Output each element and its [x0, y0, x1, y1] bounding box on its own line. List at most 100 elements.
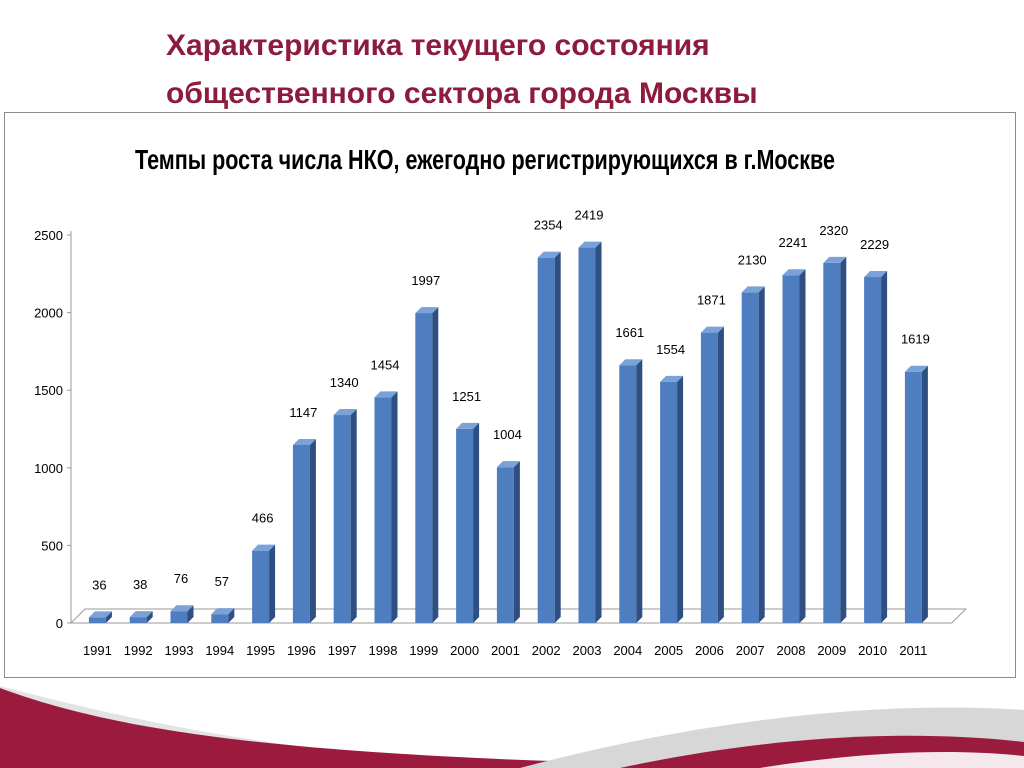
- slide-title: Характеристика текущего состояния общест…: [166, 22, 986, 118]
- bar-top: [619, 359, 643, 366]
- bar-2008: [782, 269, 806, 623]
- bar-side: [921, 365, 928, 623]
- bar-front: [578, 247, 596, 623]
- bar-side: [636, 359, 643, 623]
- data-label-2003: 2419: [575, 208, 604, 223]
- bar-side: [309, 438, 316, 623]
- bar-side: [105, 611, 112, 623]
- chart-frame: Темпы роста числа НКО, ежегодно регистри…: [4, 112, 1016, 678]
- bar-2004: [619, 359, 643, 623]
- bar-2000: [456, 422, 480, 623]
- bar-top: [904, 365, 928, 372]
- bar-side: [799, 269, 806, 623]
- data-label-2009: 2320: [819, 223, 848, 238]
- x-tick-label-1999: 1999: [409, 643, 438, 658]
- bar-side: [881, 271, 888, 623]
- bar-2011: [904, 365, 928, 623]
- data-label-2010: 2229: [860, 237, 889, 252]
- bar-front: [88, 617, 106, 623]
- bar-front: [700, 332, 718, 623]
- x-tick-label-2011: 2011: [899, 643, 927, 658]
- bar-top: [864, 271, 888, 278]
- y-tick-label: 2500: [34, 228, 63, 243]
- data-label-2011: 1619: [901, 332, 930, 347]
- data-label-1994: 57: [215, 574, 229, 589]
- bar-1992: [129, 611, 153, 623]
- bar-front: [252, 550, 270, 623]
- x-tick-label-2010: 2010: [858, 643, 887, 658]
- bar-front: [129, 617, 147, 623]
- bar-1993: [170, 605, 194, 623]
- x-tick-label-2008: 2008: [777, 643, 806, 658]
- bar-front: [292, 444, 310, 623]
- bar-side: [513, 461, 520, 623]
- bar-side: [717, 326, 724, 623]
- bar-side: [677, 375, 684, 623]
- bar-side: [758, 286, 765, 623]
- bar-front: [415, 313, 433, 623]
- data-label-1992: 38: [133, 577, 147, 592]
- bar-side: [554, 251, 561, 624]
- bar-2010: [864, 271, 888, 623]
- data-label-2007: 2130: [738, 252, 767, 267]
- x-tick-label-1995: 1995: [246, 643, 275, 658]
- bar-side: [146, 611, 153, 623]
- bar-top: [170, 605, 194, 612]
- y-tick-label: 0: [56, 616, 63, 631]
- x-tick-label-2007: 2007: [736, 643, 765, 658]
- bar-side: [228, 608, 235, 623]
- bar-front: [660, 381, 678, 623]
- data-label-1993: 76: [174, 571, 188, 586]
- chart-x-tick-labels: 1991 1992 1993 1994 1995 1996 1997 1998 1999 2000…: [83, 643, 927, 658]
- bar-1996: [292, 438, 316, 623]
- x-tick-label-2000: 2000: [450, 643, 479, 658]
- data-label-2001: 1004: [493, 427, 522, 442]
- bar-side: [350, 409, 357, 623]
- x-tick-label-1992: 1992: [124, 643, 153, 658]
- bar-top: [292, 438, 316, 445]
- bar-top: [374, 391, 398, 398]
- y-tick-label: 2000: [34, 306, 63, 321]
- chart-data-labels: 36 38 76 57 466 1147 1340 1454 1997 1251 1004 2354 2…: [92, 208, 930, 593]
- bar-front: [864, 277, 882, 623]
- bar-top: [741, 286, 765, 293]
- bar-top: [129, 611, 153, 618]
- x-tick-label-1998: 1998: [369, 643, 398, 658]
- chart-bars: [88, 241, 928, 624]
- bar-side: [269, 544, 276, 623]
- bar-front: [904, 371, 922, 623]
- x-tick-label-2003: 2003: [573, 643, 602, 658]
- bar-2002: [537, 251, 561, 624]
- bar-1991: [88, 611, 112, 623]
- bar-top: [496, 461, 520, 468]
- bar-front: [211, 614, 229, 623]
- bar-top: [700, 326, 724, 333]
- bar-front: [496, 467, 514, 623]
- bar-side: [473, 422, 480, 623]
- x-tick-label-2005: 2005: [654, 643, 683, 658]
- bar-front: [619, 365, 637, 623]
- bar-side: [595, 241, 602, 623]
- bar-chart: Темпы роста числа НКО, ежегодно регистри…: [34, 144, 968, 658]
- bar-side: [187, 605, 194, 623]
- bar-top: [823, 256, 847, 263]
- data-label-1999: 1997: [411, 273, 440, 288]
- chart-y-tick-labels: 0 500 1000 1500 2000 2500: [34, 228, 63, 631]
- bar-2003: [578, 241, 602, 623]
- bar-top: [660, 375, 684, 382]
- bar-front: [170, 611, 188, 623]
- x-tick-label-1993: 1993: [165, 643, 194, 658]
- data-label-1991: 36: [92, 577, 106, 592]
- bar-2005: [660, 375, 684, 623]
- bar-front: [782, 275, 800, 623]
- x-tick-label-1994: 1994: [205, 643, 234, 658]
- bar-top: [456, 422, 480, 429]
- bar-1994: [211, 608, 235, 623]
- bar-2009: [823, 256, 847, 623]
- chart-title: Темпы роста числа НКО, ежегодно регистри…: [135, 144, 835, 175]
- bar-top: [782, 269, 806, 276]
- data-label-2005: 1554: [656, 342, 685, 357]
- bar-2001: [496, 461, 520, 623]
- data-label-1998: 1454: [371, 357, 400, 372]
- data-label-2004: 1661: [615, 325, 644, 340]
